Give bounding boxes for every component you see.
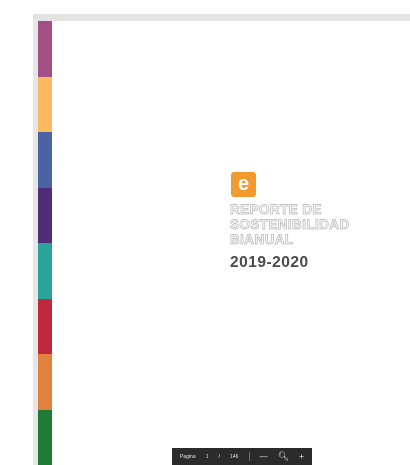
report-year: 2019-2020: [230, 254, 309, 271]
plus-icon[interactable]: +: [299, 451, 304, 461]
stripe: [38, 298, 52, 354]
stripe: [38, 187, 52, 243]
stripe: [38, 243, 52, 299]
document-page: e REPORTE DE SOSTENIBILIDAD BIANUAL 2019…: [38, 21, 410, 465]
stripe: [38, 132, 52, 188]
stripe: [38, 409, 52, 465]
page-separator: /: [218, 453, 220, 460]
minus-icon[interactable]: —: [259, 451, 268, 461]
page-label: Pagina: [180, 453, 196, 460]
logo-letter: e: [237, 172, 250, 195]
report-title: REPORTE DE SOSTENIBILIDAD BIANUAL 2019-2…: [230, 202, 400, 272]
viewer-top-border: [33, 14, 410, 21]
title-line: REPORTE DE: [230, 202, 322, 218]
color-stripes: [38, 21, 52, 465]
page-edge: [33, 21, 38, 465]
stripe: [38, 21, 52, 77]
stripe: [38, 76, 52, 132]
toolbar-divider: [248, 452, 250, 461]
current-page-input[interactable]: 1: [205, 453, 209, 460]
title-line: SOSTENIBILIDAD: [230, 217, 350, 233]
viewer-toolbar: Pagina 1 / 146 — 🔍︎ +: [172, 448, 312, 465]
logo-icon: e: [231, 172, 256, 197]
zoom-icon[interactable]: 🔍︎: [277, 451, 290, 461]
title-line: BIANUAL: [230, 232, 294, 248]
total-pages: 146: [230, 453, 239, 460]
stripe: [38, 354, 52, 410]
